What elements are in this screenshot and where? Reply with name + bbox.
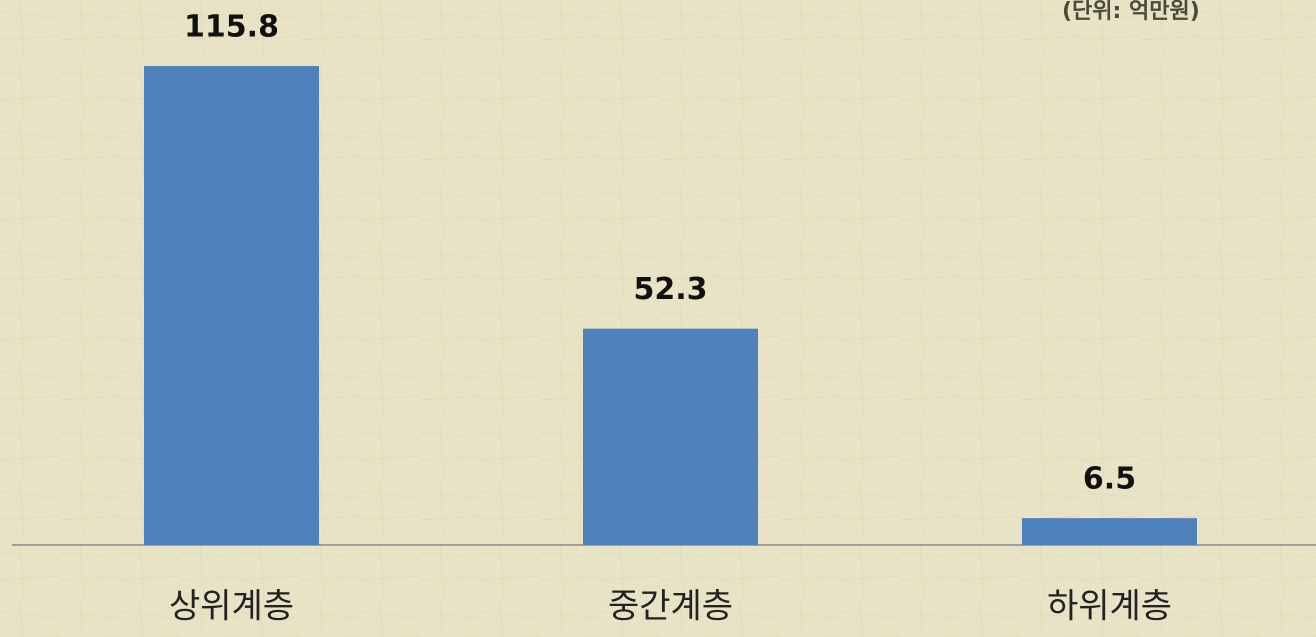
value-label: 6.5 <box>1083 462 1136 497</box>
bar <box>144 66 319 545</box>
x-tick-label: 중간계층 <box>608 587 733 627</box>
unit-note: (단위: 억만원) <box>1062 0 1200 24</box>
value-label: 115.8 <box>184 10 279 45</box>
bar <box>583 328 758 545</box>
bar <box>1022 518 1197 545</box>
x-tick-label: 하위계층 <box>1047 587 1172 627</box>
x-tick-label: 상위계층 <box>169 587 294 627</box>
value-label: 52.3 <box>633 272 707 307</box>
